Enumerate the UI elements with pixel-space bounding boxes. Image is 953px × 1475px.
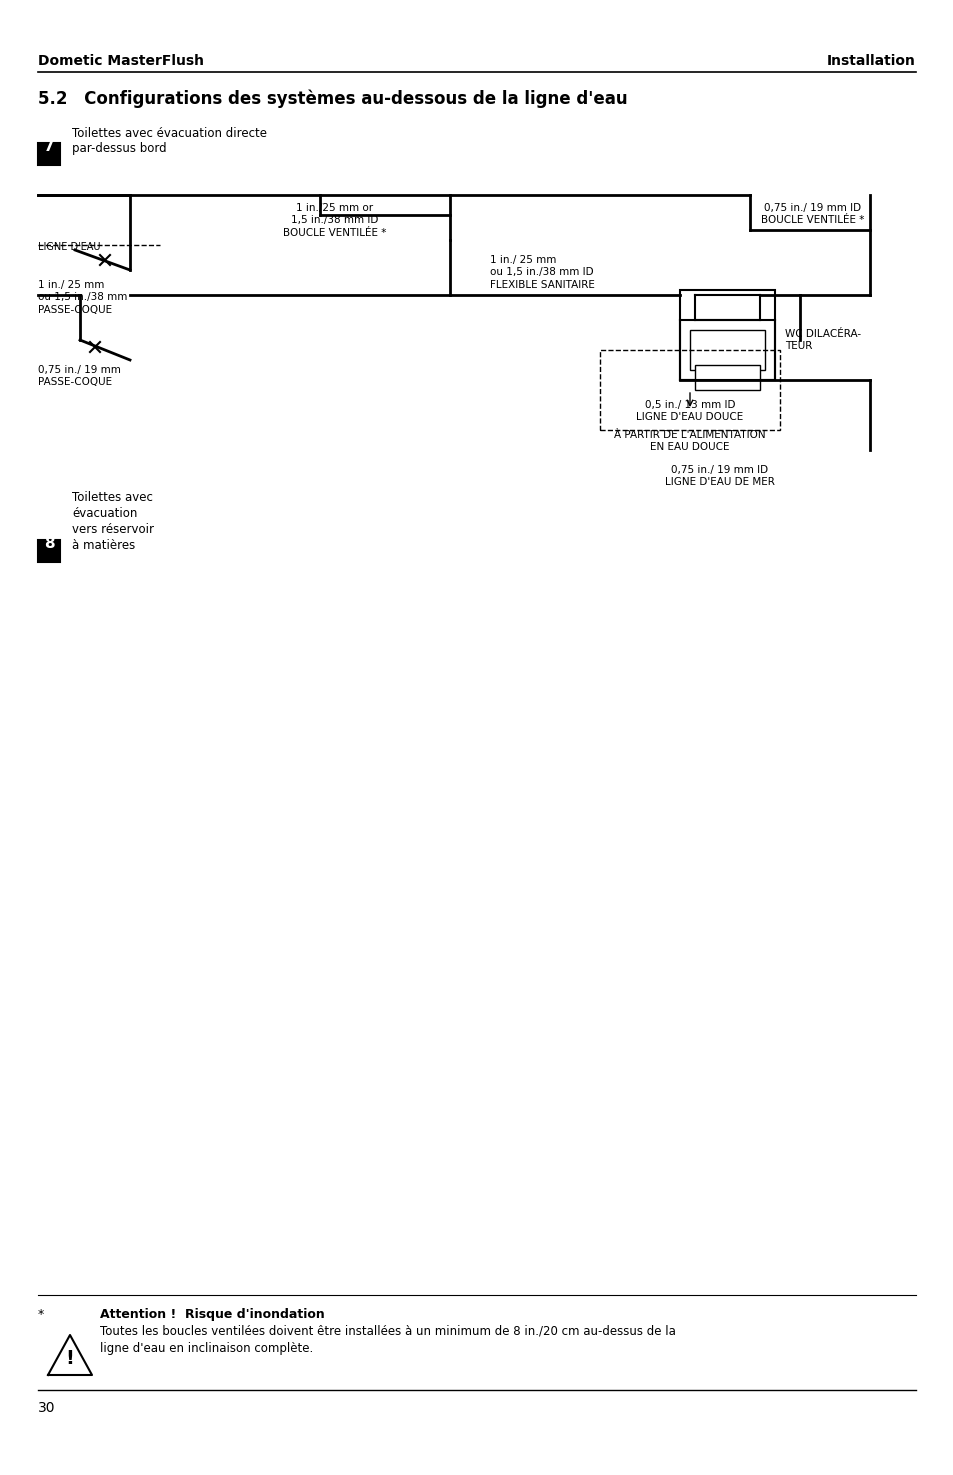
Text: 0,75 in./ 19 mm ID
BOUCLE VENTILÉE *: 0,75 in./ 19 mm ID BOUCLE VENTILÉE * bbox=[760, 204, 863, 226]
Text: Dometic MasterFlush: Dometic MasterFlush bbox=[38, 55, 204, 68]
Bar bbox=[689, 330, 764, 370]
Text: 1 in./ 25 mm
ou 1,5 in./38 mm ID
FLEXIBLE SANITAIRE: 1 in./ 25 mm ou 1,5 in./38 mm ID FLEXIBL… bbox=[490, 255, 595, 289]
Text: 1 in./ 25 mm
ou 1,5 in./38 mm
PASSE-COQUE: 1 in./ 25 mm ou 1,5 in./38 mm PASSE-COQU… bbox=[38, 280, 128, 314]
Bar bbox=[695, 364, 760, 389]
Bar bbox=[679, 291, 774, 381]
Text: À PARTIR DE L'ALIMENTATION
EN EAU DOUCE: À PARTIR DE L'ALIMENTATION EN EAU DOUCE bbox=[614, 431, 765, 453]
Text: Toutes les boucles ventilées doivent être installées à un minimum de 8 in./20 cm: Toutes les boucles ventilées doivent êtr… bbox=[100, 1325, 675, 1356]
Text: WC DILACÉRA-
TEUR: WC DILACÉRA- TEUR bbox=[784, 329, 861, 351]
Text: LIGNE D'EAU: LIGNE D'EAU bbox=[38, 242, 100, 252]
Text: Attention !  Risque d'inondation: Attention ! Risque d'inondation bbox=[100, 1308, 324, 1322]
Text: 8: 8 bbox=[44, 535, 54, 552]
FancyBboxPatch shape bbox=[38, 540, 60, 562]
Text: 0,75 in./ 19 mm
PASSE-COQUE: 0,75 in./ 19 mm PASSE-COQUE bbox=[38, 364, 121, 388]
Text: 0,5 in./ 13 mm ID
LIGNE D'EAU DOUCE: 0,5 in./ 13 mm ID LIGNE D'EAU DOUCE bbox=[636, 400, 742, 422]
Text: 1 in./25 mm or
1,5 in./38 mm ID
BOUCLE VENTILÉE *: 1 in./25 mm or 1,5 in./38 mm ID BOUCLE V… bbox=[283, 204, 386, 237]
Text: *: * bbox=[38, 1308, 44, 1322]
Text: Installation: Installation bbox=[826, 55, 915, 68]
Text: Toilettes avec
évacuation
vers réservoir
à matières: Toilettes avec évacuation vers réservoir… bbox=[71, 491, 153, 552]
Text: 30: 30 bbox=[38, 1401, 55, 1415]
Bar bbox=[599, 350, 780, 431]
Text: 7: 7 bbox=[44, 139, 54, 153]
Text: !: ! bbox=[66, 1348, 74, 1367]
FancyBboxPatch shape bbox=[38, 143, 60, 165]
Text: 5.2 Configurations des systèmes au-dessous de la ligne d'eau: 5.2 Configurations des systèmes au-desso… bbox=[38, 90, 627, 108]
Text: Toilettes avec évacuation directe
par-dessus bord: Toilettes avec évacuation directe par-de… bbox=[71, 127, 267, 155]
Text: 0,75 in./ 19 mm ID
LIGNE D'EAU DE MER: 0,75 in./ 19 mm ID LIGNE D'EAU DE MER bbox=[664, 465, 774, 487]
